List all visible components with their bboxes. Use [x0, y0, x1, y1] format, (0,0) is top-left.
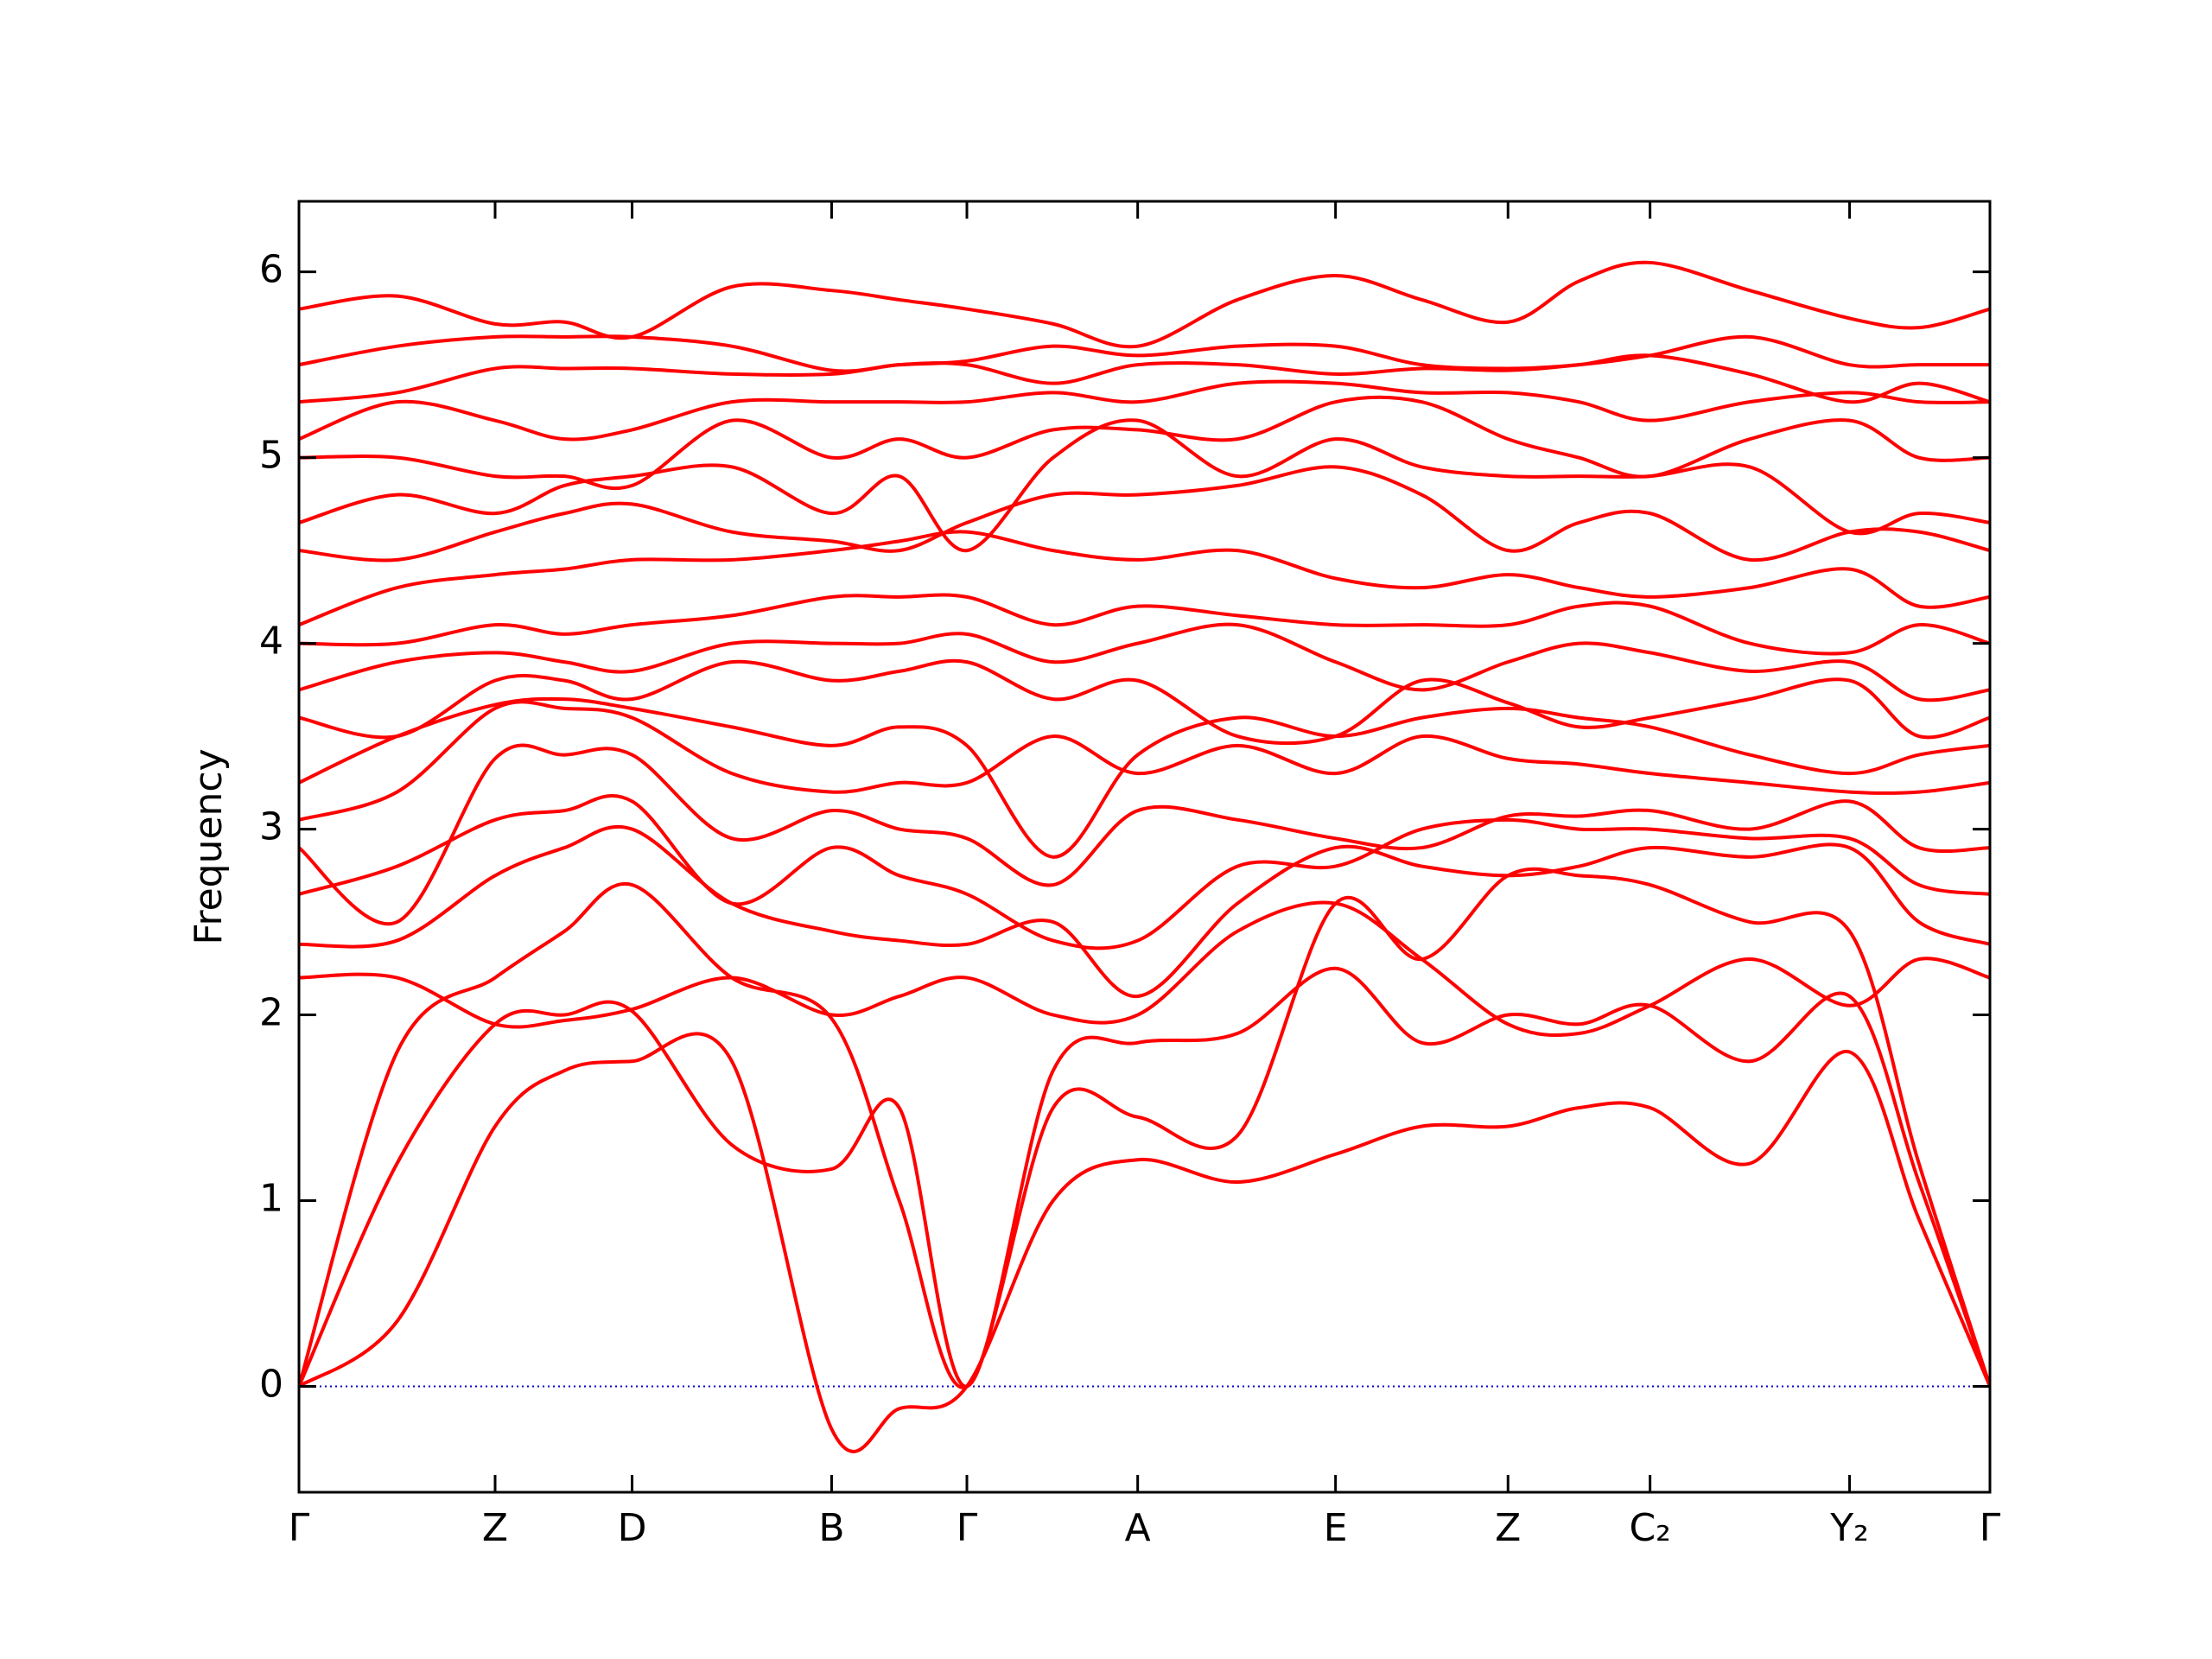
- band-line: [299, 530, 1990, 626]
- x-tick-label: Z: [1495, 1506, 1521, 1550]
- band-line: [299, 353, 1990, 404]
- band-line: [299, 700, 1990, 822]
- x-tick-label: B: [818, 1506, 844, 1550]
- band-line: [299, 622, 1990, 702]
- band-line: [299, 379, 1990, 442]
- x-tick-label: Γ: [289, 1506, 310, 1550]
- plot-area: [299, 260, 1990, 1453]
- band-line: [299, 794, 1990, 950]
- plot-frame: [297, 200, 1992, 1494]
- band-line: [299, 1032, 1990, 1453]
- band-line: [299, 696, 1990, 859]
- y-tick-label: 1: [259, 1177, 283, 1221]
- x-tick-label: Y₂: [1829, 1506, 1869, 1550]
- y-tick-label: 4: [259, 620, 283, 664]
- band-line: [299, 900, 1990, 1038]
- band-line: [299, 334, 1990, 373]
- x-tick-label: E: [1324, 1506, 1348, 1550]
- x-tick-label: Z: [482, 1506, 508, 1550]
- x-tick-label: Γ: [957, 1506, 978, 1550]
- band-line: [299, 395, 1990, 491]
- x-tick-label: A: [1125, 1506, 1151, 1550]
- y-axis-label: Frequency: [187, 748, 231, 944]
- band-line: [299, 867, 1990, 1389]
- x-tick-label: D: [618, 1506, 647, 1550]
- y-tick-label: 6: [259, 248, 283, 292]
- band-line: [299, 465, 1990, 563]
- x-tick-label: C₂: [1629, 1506, 1670, 1550]
- y-tick-label: 2: [259, 991, 283, 1035]
- band-line: [299, 743, 1990, 926]
- band-line: [299, 260, 1990, 349]
- x-tick-label: Γ: [1980, 1506, 2001, 1550]
- band-line: [299, 824, 1990, 999]
- y-tick-label: 0: [259, 1362, 283, 1406]
- band-line: [299, 593, 1990, 656]
- y-tick-label: 3: [259, 805, 283, 849]
- y-tick-label: 5: [259, 434, 283, 478]
- band-line: [299, 418, 1990, 553]
- band-line: [299, 658, 1990, 746]
- band-line: [299, 966, 1990, 1389]
